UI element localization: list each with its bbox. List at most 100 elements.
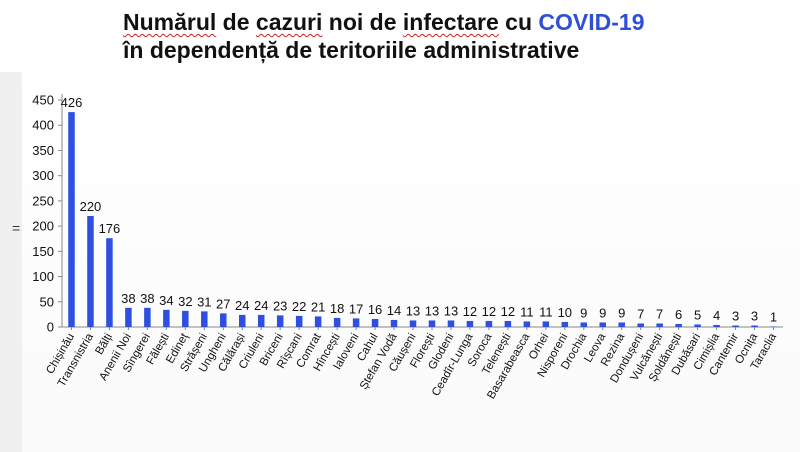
bar (201, 311, 208, 327)
chart-background (0, 72, 800, 452)
data-label: 17 (349, 301, 363, 316)
title-word: Numărul (123, 9, 217, 35)
data-label: 5 (694, 307, 701, 322)
y-tick-label: 150 (32, 244, 54, 259)
bar (637, 323, 644, 327)
data-label: 38 (121, 291, 135, 306)
chart-title: Numărul de cazuri noi de infectare cu CO… (123, 8, 645, 64)
data-label: 3 (732, 308, 739, 323)
bar (542, 321, 550, 327)
bar (239, 314, 246, 327)
left-gutter (0, 72, 22, 452)
y-tick-label: 400 (32, 118, 54, 133)
bar (561, 321, 569, 327)
title-word: noi de (322, 9, 403, 35)
bar (352, 318, 360, 327)
bar (390, 319, 398, 327)
bar (87, 216, 94, 327)
bar (599, 322, 606, 327)
bar (504, 320, 512, 327)
bar (732, 325, 739, 327)
bar (580, 322, 588, 327)
bar (428, 320, 436, 327)
data-label: 38 (140, 291, 154, 306)
bar (220, 313, 227, 327)
bar (314, 316, 322, 327)
bar (295, 315, 303, 327)
y-tick-label: 0 (47, 320, 54, 335)
data-label: 13 (406, 303, 420, 318)
bar (333, 317, 341, 327)
data-label: 426 (61, 95, 83, 110)
data-label: 23 (273, 298, 287, 313)
drag-handle-icon[interactable]: = (12, 220, 22, 236)
data-label: 12 (501, 304, 515, 319)
bar (409, 320, 417, 327)
data-label: 176 (99, 221, 121, 236)
data-label: 9 (599, 305, 606, 320)
bar (257, 314, 265, 327)
bar (447, 320, 455, 327)
bar (713, 324, 720, 327)
data-label: 3 (751, 308, 758, 323)
data-label: 13 (425, 303, 439, 318)
bar (106, 238, 113, 327)
y-tick-label: 350 (32, 143, 54, 158)
data-label: 12 (482, 304, 496, 319)
data-label: 18 (330, 301, 344, 316)
bar (163, 309, 170, 327)
bar (68, 112, 75, 328)
data-label: 7 (637, 306, 644, 321)
y-tick-label: 300 (32, 168, 54, 183)
data-label: 22 (292, 299, 306, 314)
y-tick-label: 450 (32, 93, 54, 108)
bar (618, 322, 625, 327)
data-label: 31 (197, 294, 211, 309)
data-label: 13 (444, 303, 458, 318)
data-label: 24 (235, 298, 249, 313)
title-line-2: în dependență de teritoriile administrat… (123, 37, 580, 63)
bar (656, 323, 663, 327)
data-label: 32 (178, 294, 192, 309)
title-word: cu (498, 9, 539, 35)
data-label: 21 (311, 299, 325, 314)
data-label: 11 (539, 304, 553, 319)
bar (751, 325, 758, 327)
bar (694, 324, 701, 327)
bar (523, 321, 531, 327)
data-label: 24 (254, 298, 268, 313)
title-word: cazuri (255, 9, 323, 35)
bar (485, 320, 493, 327)
title-word: de (216, 9, 256, 35)
y-tick-label: 100 (32, 269, 54, 284)
data-label: 11 (520, 304, 534, 319)
data-label: 9 (580, 305, 587, 320)
y-tick-label: 250 (32, 193, 54, 208)
data-label: 4 (713, 308, 720, 323)
data-label: 1 (770, 309, 777, 324)
bar (770, 326, 777, 327)
y-tick-label: 200 (32, 219, 54, 234)
bar (675, 323, 682, 327)
data-label: 220 (80, 199, 102, 214)
data-label: 6 (675, 307, 682, 322)
data-label: 16 (368, 302, 382, 317)
bar (125, 307, 132, 327)
title-covid: COVID-19 (538, 9, 645, 35)
bar (466, 320, 474, 327)
bar (144, 307, 151, 327)
data-label: 14 (387, 303, 401, 318)
title-line-1: Numărul de cazuri noi de infectare cu CO… (123, 8, 645, 36)
data-label: 10 (558, 305, 572, 320)
data-label: 7 (656, 306, 663, 321)
bar (182, 310, 189, 327)
y-tick-label: 50 (40, 294, 54, 309)
bar (276, 315, 284, 327)
bar (371, 318, 379, 327)
data-label: 34 (159, 293, 173, 308)
data-label: 27 (216, 296, 230, 311)
data-label: 12 (463, 304, 477, 319)
data-label: 9 (618, 305, 625, 320)
title-word: infectare (402, 9, 499, 35)
